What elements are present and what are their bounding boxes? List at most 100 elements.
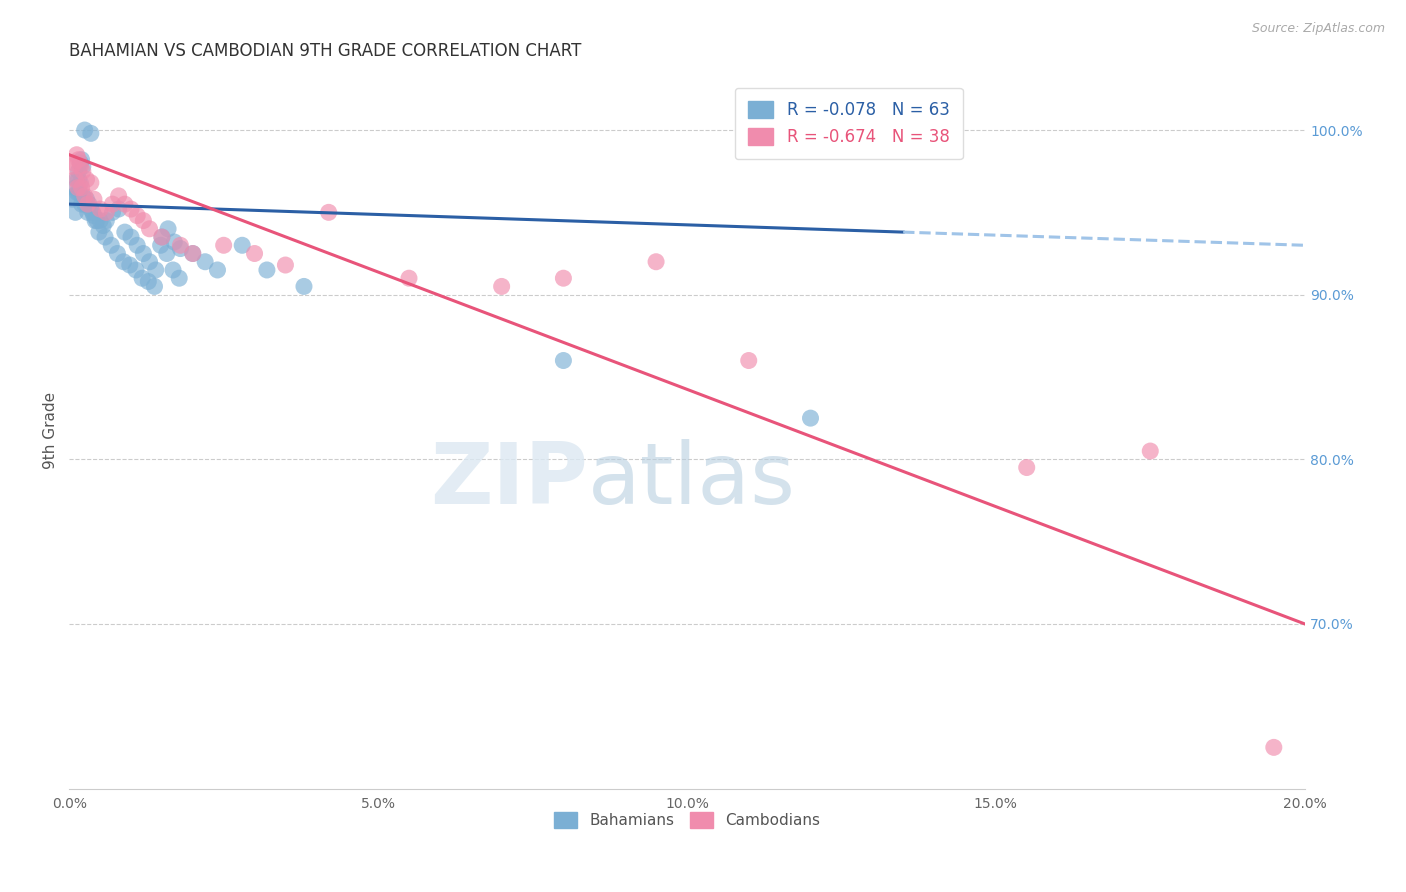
Point: [1263, 740, 1285, 755]
Point: [67, 172, 90, 186]
Point: [553, 271, 575, 285]
Point: [60, 159, 83, 173]
Point: [132, 213, 155, 227]
Text: atlas: atlas: [588, 439, 796, 522]
Point: [274, 258, 297, 272]
Point: [107, 189, 129, 203]
Point: [94, 230, 117, 244]
Point: [66, 147, 89, 161]
Point: [157, 222, 180, 236]
Point: [114, 225, 136, 239]
Point: [96, 213, 118, 227]
Text: ZIP: ZIP: [430, 439, 588, 522]
Point: [145, 263, 167, 277]
Point: [80, 176, 103, 190]
Point: [150, 230, 173, 244]
Point: [107, 246, 129, 260]
Point: [80, 202, 103, 216]
Legend: Bahamians, Cambodians: Bahamians, Cambodians: [548, 806, 825, 835]
Point: [118, 258, 141, 272]
Point: [150, 230, 173, 244]
Point: [125, 263, 148, 277]
Point: [100, 238, 122, 252]
Point: [136, 275, 159, 289]
Point: [69, 176, 91, 190]
Point: [80, 126, 103, 140]
Point: [318, 205, 340, 219]
Point: [72, 159, 94, 173]
Point: [138, 254, 160, 268]
Point: [292, 279, 315, 293]
Point: [120, 202, 142, 216]
Point: [131, 271, 153, 285]
Point: [87, 225, 110, 239]
Point: [65, 180, 87, 194]
Point: [243, 246, 266, 260]
Point: [65, 172, 87, 186]
Point: [212, 238, 235, 252]
Point: [63, 156, 86, 170]
Point: [65, 205, 87, 219]
Point: [91, 219, 114, 233]
Point: [76, 192, 98, 206]
Point: [83, 209, 105, 223]
Text: Source: ZipAtlas.com: Source: ZipAtlas.com: [1251, 22, 1385, 36]
Point: [114, 197, 136, 211]
Point: [738, 353, 761, 368]
Point: [70, 180, 93, 194]
Point: [256, 263, 278, 277]
Point: [645, 254, 668, 268]
Point: [72, 164, 94, 178]
Point: [76, 197, 98, 211]
Point: [169, 238, 191, 252]
Point: [491, 279, 513, 293]
Point: [76, 205, 98, 219]
Point: [231, 238, 253, 252]
Point: [67, 153, 90, 167]
Point: [181, 246, 204, 260]
Point: [207, 263, 229, 277]
Point: [67, 186, 90, 200]
Point: [138, 222, 160, 236]
Point: [69, 156, 91, 170]
Point: [60, 192, 83, 206]
Point: [96, 205, 118, 219]
Point: [120, 230, 142, 244]
Point: [73, 123, 96, 137]
Point: [76, 172, 98, 186]
Point: [63, 189, 86, 203]
Point: [398, 271, 420, 285]
Point: [70, 153, 93, 167]
Point: [169, 242, 191, 256]
Point: [162, 263, 184, 277]
Point: [112, 254, 135, 268]
Point: [132, 246, 155, 260]
Point: [69, 159, 91, 173]
Text: BAHAMIAN VS CAMBODIAN 9TH GRADE CORRELATION CHART: BAHAMIAN VS CAMBODIAN 9TH GRADE CORRELAT…: [69, 42, 582, 60]
Point: [799, 411, 821, 425]
Point: [127, 238, 149, 252]
Point: [101, 205, 124, 219]
Point: [143, 279, 166, 293]
Point: [1015, 460, 1038, 475]
Point: [73, 197, 96, 211]
Y-axis label: 9th Grade: 9th Grade: [44, 392, 58, 469]
Point: [553, 353, 575, 368]
Point: [82, 205, 104, 219]
Point: [67, 164, 90, 178]
Point: [149, 238, 172, 252]
Point: [181, 246, 204, 260]
Point: [156, 246, 179, 260]
Point: [89, 202, 111, 216]
Point: [72, 189, 94, 203]
Point: [127, 209, 149, 223]
Point: [66, 172, 89, 186]
Point: [194, 254, 217, 268]
Point: [107, 202, 129, 216]
Point: [89, 213, 111, 227]
Point: [84, 213, 107, 227]
Point: [73, 189, 96, 203]
Point: [163, 235, 186, 249]
Point: [1139, 444, 1161, 458]
Point: [66, 186, 89, 200]
